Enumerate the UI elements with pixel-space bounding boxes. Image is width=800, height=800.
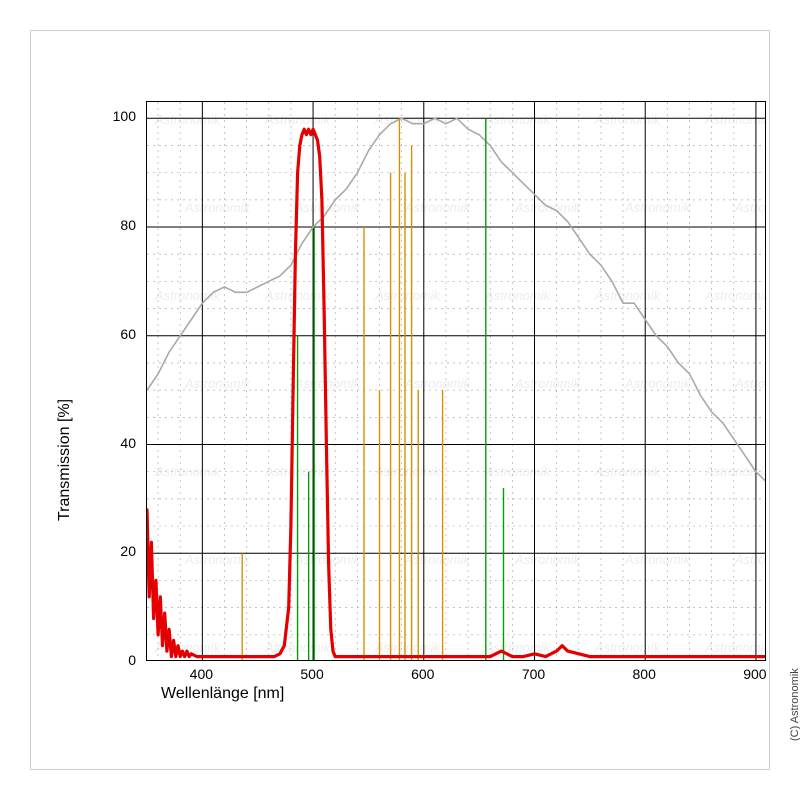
copyright-text: (C) Astronomik xyxy=(789,668,800,741)
x-axis-title: Wellenlänge [nm] xyxy=(161,685,284,703)
plot-wrapper: Transmission [%] AstronomikAstronomikAst… xyxy=(86,91,781,691)
plot-area: AstronomikAstronomikAstronomikAstronomik… xyxy=(146,101,766,661)
x-tick-label: 900 xyxy=(735,666,775,682)
y-tick-label: 0 xyxy=(86,652,136,668)
y-tick-label: 100 xyxy=(86,108,136,124)
y-tick-label: 40 xyxy=(86,435,136,451)
plot-svg xyxy=(147,102,766,661)
x-tick-label: 700 xyxy=(514,666,554,682)
x-tick-label: 500 xyxy=(292,666,332,682)
x-tick-label: 400 xyxy=(181,666,221,682)
chart-frame: Transmission [%] AstronomikAstronomikAst… xyxy=(30,30,770,770)
y-tick-label: 60 xyxy=(86,326,136,342)
y-tick-label: 20 xyxy=(86,543,136,559)
x-tick-label: 800 xyxy=(624,666,664,682)
y-axis-title: Transmission [%] xyxy=(56,399,74,521)
x-tick-label: 600 xyxy=(403,666,443,682)
y-tick-label: 80 xyxy=(86,217,136,233)
